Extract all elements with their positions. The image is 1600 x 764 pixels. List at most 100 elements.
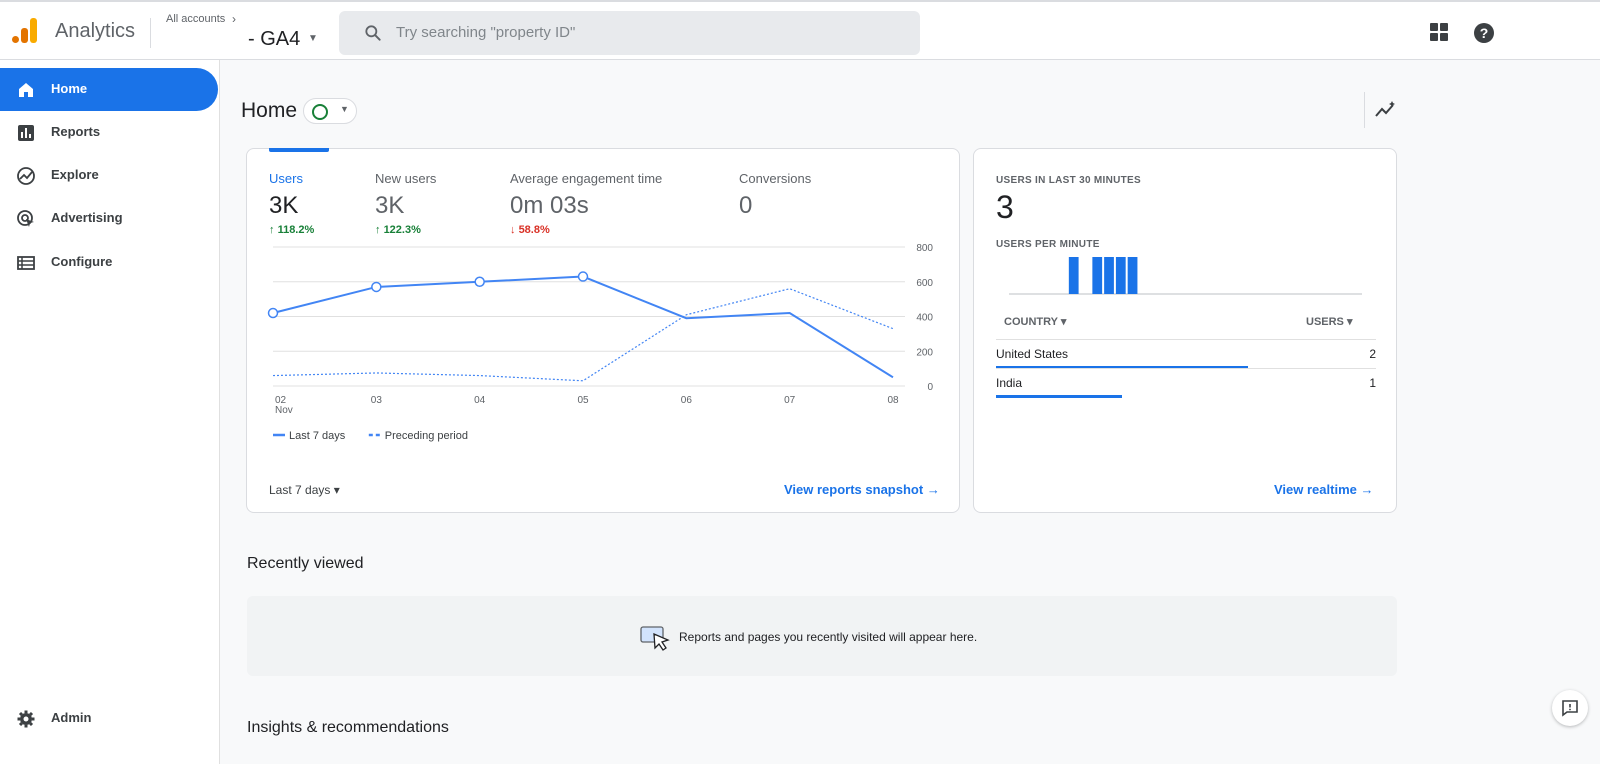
sidebar-item-label: Admin	[51, 710, 92, 725]
metric-new-users[interactable]: New users 3K ↑ 122.3%	[375, 171, 436, 236]
apps-grid-icon[interactable]	[1430, 23, 1448, 41]
share-bar	[996, 366, 1248, 369]
realtime-title: USERS IN LAST 30 MINUTES	[996, 175, 1141, 186]
country-column-header[interactable]: COUNTRY ▾	[1004, 316, 1067, 328]
search-bar[interactable]: Try searching "property ID"	[339, 11, 920, 55]
sidebar-item-label: Reports	[51, 124, 101, 139]
sidebar-item-label: Explore	[51, 167, 99, 182]
feedback-icon	[1562, 700, 1578, 717]
users-column-header[interactable]: USERS ▾	[1306, 316, 1353, 328]
metric-delta: ↑ 118.2%	[269, 224, 315, 236]
view-reports-snapshot-link[interactable]: View reports snapshot →	[784, 482, 940, 497]
metric-value: 3K	[269, 192, 299, 219]
arrow-up-icon: ↑	[269, 224, 278, 236]
sidebar-item-explore[interactable]: Explore	[0, 154, 218, 197]
date-range-dropdown[interactable]: Last 7 days ▾	[269, 483, 340, 497]
page-title: Home	[241, 99, 298, 122]
analytics-logo-icon[interactable]	[12, 18, 40, 46]
metric-delta: ↓ 58.8%	[510, 224, 550, 236]
chevron-right-icon: ›	[232, 12, 236, 26]
gear-icon	[17, 710, 35, 728]
metric-label: Conversions	[739, 171, 812, 186]
y-tick-label: 800	[916, 243, 933, 254]
sidebar-item-reports[interactable]: Reports	[0, 111, 218, 154]
sidebar-item-admin[interactable]: Admin	[0, 697, 218, 740]
series-line-current	[272, 275, 894, 379]
realtime-value: 3	[996, 189, 1014, 225]
advertising-icon	[17, 210, 34, 227]
metric-engagement-time[interactable]: Average engagement time 0m 03s ↓ 58.8%	[510, 171, 662, 236]
breadcrumb-all-accounts[interactable]: All accounts	[166, 13, 226, 25]
sidebar-item-advertising[interactable]: Advertising	[0, 197, 218, 240]
sidebar-item-label: Configure	[51, 254, 113, 269]
metric-value: 0m 03s	[510, 192, 589, 219]
x-tick-label: 03	[371, 395, 383, 406]
caret-down-icon: ▾	[333, 483, 340, 497]
arrow-right-icon: →	[1360, 482, 1374, 497]
help-icon[interactable]: ?	[1474, 23, 1494, 43]
arrow-down-icon: ↓	[510, 224, 519, 236]
metric-delta: ↑ 122.3%	[375, 224, 421, 236]
country-name: United States	[996, 347, 1069, 361]
user-count: 1	[1369, 376, 1376, 390]
recently-viewed-empty-state: Reports and pages you recently visited w…	[247, 596, 1397, 676]
x-tick-label: 05	[577, 395, 589, 406]
sidebar-item-home[interactable]: Home	[0, 68, 218, 111]
country-name: India	[996, 376, 1023, 390]
share-bar	[996, 395, 1122, 398]
explore-icon	[17, 167, 35, 185]
active-tab-indicator	[269, 148, 329, 152]
sidebar-item-configure[interactable]: Configure	[0, 241, 218, 284]
cursor-click-icon	[640, 626, 670, 651]
y-tick-label: 200	[916, 347, 933, 358]
user-count: 2	[1369, 347, 1376, 361]
search-input[interactable]: Try searching "property ID"	[396, 24, 576, 41]
header-divider	[150, 18, 151, 48]
arrow-up-icon: ↑	[375, 224, 384, 236]
app-title: Analytics	[55, 20, 136, 42]
configure-icon	[17, 256, 35, 270]
x-tick-label: 08	[887, 395, 899, 406]
metric-label: Average engagement time	[510, 171, 663, 186]
x-tick-label: 02	[275, 395, 287, 406]
x-tick-label: 07	[784, 395, 796, 406]
y-tick-label: 0	[927, 382, 933, 393]
caret-down-icon[interactable]: ▼	[308, 33, 318, 44]
check-circle-icon	[312, 104, 328, 120]
metric-conversions[interactable]: Conversions 0	[739, 171, 811, 220]
property-selector[interactable]: - GA4	[248, 28, 301, 50]
home-icon	[19, 83, 33, 97]
data-point	[267, 307, 279, 319]
sidebar: Home Reports Explore Advertising Configu…	[0, 60, 220, 764]
x-tick-label: 06	[681, 395, 693, 406]
users-line-chart: 0 200 400 600 800 02 03 04 05 06 07 08 Nov Last 7 day…	[267, 243, 933, 442]
x-tick-sublabel: Nov	[275, 405, 293, 416]
y-tick-label: 600	[916, 278, 933, 289]
metric-label: Users	[269, 171, 303, 186]
per-minute-bar	[1092, 257, 1103, 294]
metric-label: New users	[375, 171, 437, 186]
per-minute-bar	[1104, 257, 1114, 294]
y-tick-label: 400	[916, 313, 933, 324]
per-minute-bar	[1127, 257, 1138, 294]
metric-users[interactable]: Users 3K ↑ 118.2%	[269, 171, 314, 236]
metric-value: 3K	[375, 192, 405, 219]
data-point	[371, 281, 382, 293]
insights-button[interactable]	[1364, 92, 1396, 128]
table-row: India 1	[996, 368, 1376, 398]
view-realtime-link[interactable]: View realtime →	[1274, 482, 1374, 497]
legend-label: Preceding period	[385, 430, 468, 442]
feedback-button[interactable]	[1552, 690, 1588, 726]
realtime-card: USERS IN LAST 30 MINUTES 3 USERS PER MIN…	[973, 148, 1397, 513]
per-minute-bar	[1115, 257, 1126, 294]
reports-icon	[18, 125, 34, 141]
insights-sparkle-icon	[1375, 101, 1395, 117]
status-chip[interactable]: ▼	[303, 98, 357, 124]
overview-card: Users 3K ↑ 118.2% New users 3K ↑ 122.3% …	[246, 148, 960, 513]
arrow-right-icon: →	[926, 482, 940, 497]
insights-title: Insights & recommendations	[247, 719, 449, 736]
metric-value: 0	[739, 192, 753, 219]
users-per-minute-chart	[1009, 257, 1362, 295]
per-minute-bar	[1068, 257, 1079, 294]
empty-state-text: Reports and pages you recently visited w…	[679, 630, 978, 644]
